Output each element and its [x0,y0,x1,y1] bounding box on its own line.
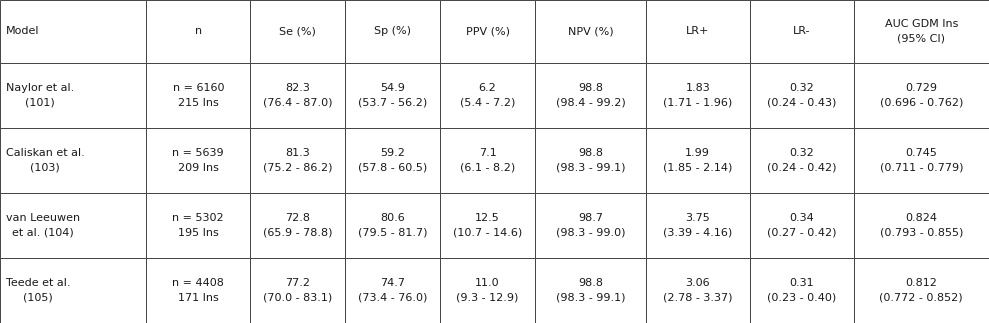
Bar [750,258,854,323]
Bar [854,258,989,323]
Bar [750,128,854,193]
Text: Caliskan et al.
(103): Caliskan et al. (103) [6,148,85,173]
Text: LR+: LR+ [686,26,709,36]
Text: 6.2
(5.4 - 7.2): 6.2 (5.4 - 7.2) [460,83,515,108]
Text: PPV (%): PPV (%) [466,26,509,36]
Text: LR-: LR- [793,26,810,36]
Bar [345,258,440,323]
Text: 0.34
(0.27 - 0.42): 0.34 (0.27 - 0.42) [766,213,837,238]
Bar [646,258,750,323]
Text: 0.32
(0.24 - 0.43): 0.32 (0.24 - 0.43) [766,83,837,108]
Text: n = 5302
195 Ins: n = 5302 195 Ins [172,213,225,238]
Text: n = 4408
171 Ins: n = 4408 171 Ins [172,278,225,303]
Text: 59.2
(57.8 - 60.5): 59.2 (57.8 - 60.5) [358,148,427,173]
Bar [440,0,535,63]
Bar [854,193,989,258]
Bar [535,0,646,63]
Bar [854,63,989,128]
Bar [854,0,989,63]
Bar [250,63,345,128]
Bar [0,193,146,258]
Bar [750,63,854,128]
Bar [646,0,750,63]
Text: n = 5639
209 Ins: n = 5639 209 Ins [172,148,225,173]
Bar [535,258,646,323]
Text: 0.729
(0.696 - 0.762): 0.729 (0.696 - 0.762) [879,83,963,108]
Text: 0.812
(0.772 - 0.852): 0.812 (0.772 - 0.852) [879,278,963,303]
Text: 3.75
(3.39 - 4.16): 3.75 (3.39 - 4.16) [663,213,733,238]
Text: 81.3
(75.2 - 86.2): 81.3 (75.2 - 86.2) [263,148,332,173]
Bar [250,193,345,258]
Text: 80.6
(79.5 - 81.7): 80.6 (79.5 - 81.7) [358,213,427,238]
Text: Naylor et al.
(101): Naylor et al. (101) [6,83,74,108]
Text: 12.5
(10.7 - 14.6): 12.5 (10.7 - 14.6) [453,213,522,238]
Bar [146,0,250,63]
Bar [345,0,440,63]
Text: Se (%): Se (%) [279,26,316,36]
Bar [146,193,250,258]
Bar [440,63,535,128]
Bar [146,63,250,128]
Bar [250,0,345,63]
Text: Sp (%): Sp (%) [374,26,411,36]
Text: 54.9
(53.7 - 56.2): 54.9 (53.7 - 56.2) [358,83,427,108]
Text: 0.32
(0.24 - 0.42): 0.32 (0.24 - 0.42) [766,148,837,173]
Text: 11.0
(9.3 - 12.9): 11.0 (9.3 - 12.9) [456,278,519,303]
Text: 0.745
(0.711 - 0.779): 0.745 (0.711 - 0.779) [879,148,963,173]
Bar [250,128,345,193]
Text: 77.2
(70.0 - 83.1): 77.2 (70.0 - 83.1) [263,278,332,303]
Text: Teede et al.
(105): Teede et al. (105) [6,278,70,303]
Bar [646,128,750,193]
Text: n: n [195,26,202,36]
Bar [750,193,854,258]
Bar [440,128,535,193]
Bar [0,128,146,193]
Text: 72.8
(65.9 - 78.8): 72.8 (65.9 - 78.8) [263,213,332,238]
Text: 0.824
(0.793 - 0.855): 0.824 (0.793 - 0.855) [879,213,963,238]
Text: n = 6160
215 Ins: n = 6160 215 Ins [172,83,225,108]
Bar [440,193,535,258]
Bar [0,63,146,128]
Bar [0,258,146,323]
Text: Model: Model [6,26,40,36]
Bar [345,193,440,258]
Text: AUC GDM Ins
(95% CI): AUC GDM Ins (95% CI) [884,19,958,44]
Bar [250,258,345,323]
Bar [535,193,646,258]
Bar [440,258,535,323]
Bar [854,128,989,193]
Text: 98.8
(98.3 - 99.1): 98.8 (98.3 - 99.1) [556,278,625,303]
Text: 0.31
(0.23 - 0.40): 0.31 (0.23 - 0.40) [766,278,837,303]
Bar [535,63,646,128]
Text: 1.99
(1.85 - 2.14): 1.99 (1.85 - 2.14) [663,148,733,173]
Text: NPV (%): NPV (%) [568,26,613,36]
Text: 1.83
(1.71 - 1.96): 1.83 (1.71 - 1.96) [663,83,733,108]
Text: van Leeuwen
et al. (104): van Leeuwen et al. (104) [6,213,80,238]
Text: 98.7
(98.3 - 99.0): 98.7 (98.3 - 99.0) [556,213,625,238]
Text: 98.8
(98.3 - 99.1): 98.8 (98.3 - 99.1) [556,148,625,173]
Text: 7.1
(6.1 - 8.2): 7.1 (6.1 - 8.2) [460,148,515,173]
Text: 82.3
(76.4 - 87.0): 82.3 (76.4 - 87.0) [263,83,332,108]
Bar [646,193,750,258]
Text: 3.06
(2.78 - 3.37): 3.06 (2.78 - 3.37) [663,278,733,303]
Bar [535,128,646,193]
Bar [0,0,146,63]
Bar [345,63,440,128]
Text: 74.7
(73.4 - 76.0): 74.7 (73.4 - 76.0) [358,278,427,303]
Bar [646,63,750,128]
Bar [146,128,250,193]
Bar [146,258,250,323]
Bar [750,0,854,63]
Text: 98.8
(98.4 - 99.2): 98.8 (98.4 - 99.2) [556,83,625,108]
Bar [345,128,440,193]
